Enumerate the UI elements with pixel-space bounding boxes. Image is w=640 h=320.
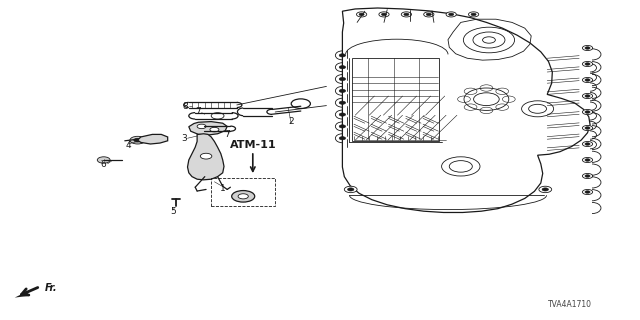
Text: 3: 3 [182, 134, 187, 143]
Circle shape [585, 159, 590, 161]
Text: 4: 4 [125, 141, 131, 150]
Circle shape [449, 13, 454, 16]
Circle shape [97, 157, 110, 163]
Circle shape [344, 186, 357, 193]
Circle shape [348, 188, 354, 191]
Circle shape [134, 138, 141, 142]
Circle shape [582, 45, 593, 51]
Circle shape [200, 153, 212, 159]
Circle shape [197, 124, 206, 129]
Text: 1: 1 [220, 184, 225, 193]
Circle shape [542, 188, 548, 191]
Text: TVA4A1710: TVA4A1710 [548, 300, 591, 309]
Circle shape [339, 137, 346, 140]
Text: 7: 7 [225, 130, 230, 139]
Text: 5: 5 [170, 207, 175, 216]
Circle shape [379, 12, 389, 17]
Circle shape [130, 136, 145, 144]
Circle shape [585, 111, 590, 113]
Circle shape [585, 63, 590, 65]
Polygon shape [189, 122, 227, 135]
Circle shape [471, 13, 476, 16]
Circle shape [468, 12, 479, 17]
Circle shape [585, 47, 590, 49]
Circle shape [339, 54, 346, 57]
Circle shape [582, 109, 593, 115]
Text: 7: 7 [196, 107, 201, 116]
Circle shape [582, 173, 593, 179]
Circle shape [582, 189, 593, 195]
Circle shape [339, 125, 346, 128]
Circle shape [339, 66, 346, 69]
Circle shape [356, 12, 367, 17]
Circle shape [585, 79, 590, 81]
Circle shape [585, 191, 590, 193]
Polygon shape [15, 292, 30, 298]
Polygon shape [138, 134, 168, 144]
Text: 2: 2 [289, 117, 294, 126]
Circle shape [339, 113, 346, 116]
Circle shape [585, 143, 590, 145]
Text: ATM-11: ATM-11 [230, 140, 276, 150]
Circle shape [232, 191, 255, 202]
Circle shape [585, 95, 590, 97]
Circle shape [585, 175, 590, 177]
Circle shape [210, 127, 219, 132]
Circle shape [582, 61, 593, 67]
Circle shape [582, 77, 593, 83]
Circle shape [585, 127, 590, 129]
Circle shape [539, 186, 552, 193]
Circle shape [359, 13, 364, 16]
Circle shape [381, 13, 387, 16]
Circle shape [238, 194, 248, 199]
Circle shape [582, 141, 593, 147]
Circle shape [582, 125, 593, 131]
Circle shape [426, 13, 431, 16]
Text: 8: 8 [183, 102, 188, 111]
Circle shape [339, 101, 346, 104]
Circle shape [404, 13, 409, 16]
Text: 6: 6 [101, 160, 106, 169]
Text: Fr.: Fr. [45, 283, 58, 293]
Circle shape [424, 12, 434, 17]
Polygon shape [188, 134, 224, 180]
Circle shape [582, 93, 593, 99]
Circle shape [339, 89, 346, 92]
Circle shape [582, 157, 593, 163]
Circle shape [446, 12, 456, 17]
Circle shape [401, 12, 412, 17]
Circle shape [339, 77, 346, 81]
